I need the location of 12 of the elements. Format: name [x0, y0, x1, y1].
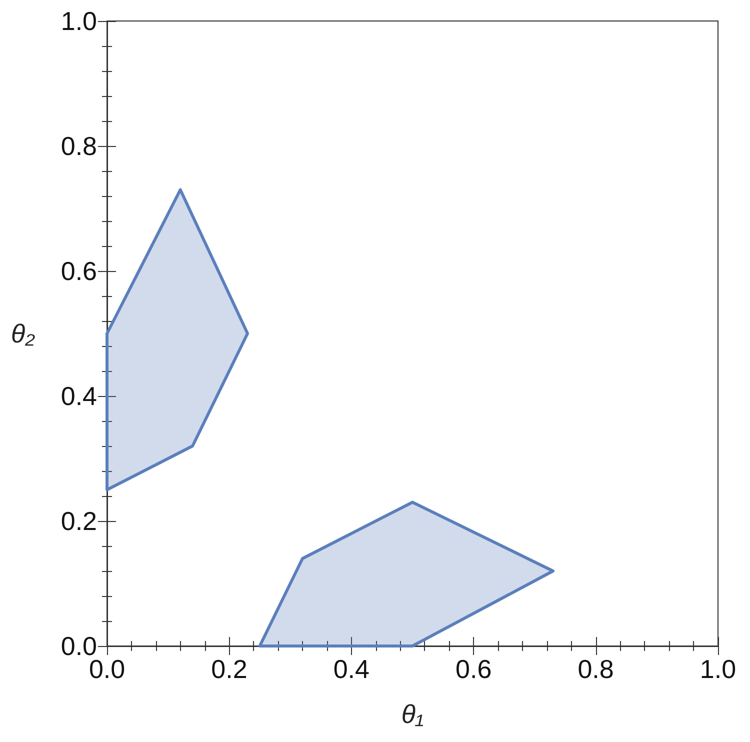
- y-tick-label: 0.2: [60, 506, 98, 536]
- x-axis-title: θ₁: [401, 699, 424, 729]
- x-tick-label: 0.8: [578, 654, 614, 684]
- y-tick-label: 1.0: [60, 6, 98, 36]
- y-tick-label: 0.8: [60, 131, 98, 161]
- x-tick-label: 0.2: [211, 654, 248, 684]
- x-tick-label: 1.0: [700, 654, 736, 684]
- y-tick-label: 0.4: [60, 381, 98, 411]
- x-tick-label: 0.6: [456, 654, 492, 684]
- y-axis-title: θ₂: [10, 318, 36, 348]
- y-tick-label: 0.6: [60, 256, 98, 286]
- x-tick-label: 0.4: [333, 654, 370, 684]
